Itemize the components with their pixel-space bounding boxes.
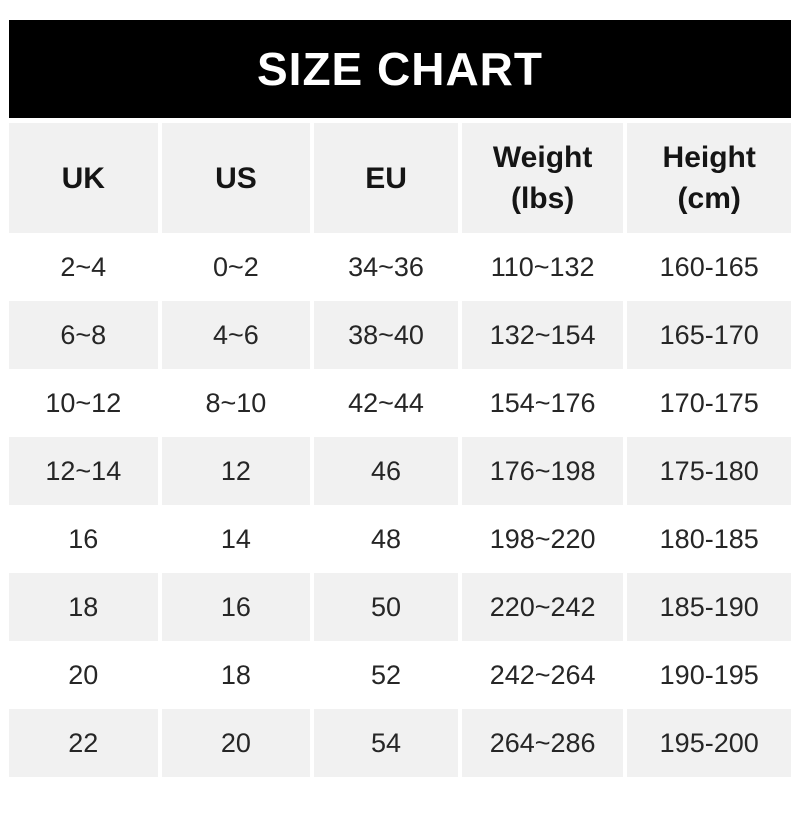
table-cell: 52 bbox=[371, 659, 402, 690]
table-cell: 176~198 bbox=[461, 437, 624, 505]
table-row: 16 14 48 198~220 180-185 bbox=[9, 505, 791, 573]
table-cell: 18 bbox=[9, 573, 158, 641]
table-cell: 198~220 bbox=[489, 523, 596, 554]
column-header-sub: (lbs) bbox=[510, 182, 575, 215]
table-cell: 242~264 bbox=[489, 659, 596, 690]
table-cell: 16 bbox=[68, 523, 99, 554]
table-cell: 42~44 bbox=[348, 387, 424, 418]
table-cell: 165-170 bbox=[627, 301, 791, 369]
table-cell: 18 bbox=[220, 659, 251, 690]
table-cell: 175-180 bbox=[627, 437, 791, 505]
column-header-label: UK bbox=[61, 161, 105, 195]
table-cell: 220~242 bbox=[461, 573, 624, 641]
table-cell: 185-190 bbox=[627, 573, 791, 641]
table-cell: 20 bbox=[68, 659, 99, 690]
size-chart-page: SIZE CHART UK US EU Weight (lbs) Height … bbox=[0, 20, 800, 777]
column-header-eu: EU bbox=[314, 123, 458, 233]
table-cell: 195-200 bbox=[627, 709, 791, 777]
table-cell: 180-185 bbox=[659, 523, 759, 554]
column-header-sub: (cm) bbox=[677, 182, 741, 215]
table-cell: 46 bbox=[314, 437, 458, 505]
table-cell: 0~2 bbox=[213, 251, 259, 282]
column-header-height: Height (cm) bbox=[627, 123, 791, 233]
column-header-uk: UK bbox=[9, 123, 158, 233]
table-cell: 50 bbox=[314, 573, 458, 641]
table-cell: 190-195 bbox=[659, 659, 759, 690]
table-row: 6~8 4~6 38~40 132~154 165-170 bbox=[9, 301, 791, 369]
table-cell: 16 bbox=[161, 573, 311, 641]
page-title: SIZE CHART bbox=[257, 43, 543, 95]
table-row: 20 18 52 242~264 190-195 bbox=[9, 641, 791, 709]
table-cell: 132~154 bbox=[461, 301, 624, 369]
table-cell: 264~286 bbox=[461, 709, 624, 777]
column-header-us: US bbox=[161, 123, 311, 233]
table-cell: 12~14 bbox=[9, 437, 158, 505]
table-row: 22 20 54 264~286 195-200 bbox=[9, 709, 791, 777]
table-row: 2~4 0~2 34~36 110~132 160-165 bbox=[9, 233, 791, 301]
table-cell: 20 bbox=[161, 709, 311, 777]
table-row: 12~14 12 46 176~198 175-180 bbox=[9, 437, 791, 505]
size-table: UK US EU Weight (lbs) Height (cm) 2~4 0~2… bbox=[9, 123, 791, 777]
table-cell: 12 bbox=[161, 437, 311, 505]
table-cell: 48 bbox=[371, 523, 402, 554]
table-cell: 14 bbox=[220, 523, 251, 554]
table-cell: 2~4 bbox=[60, 251, 107, 282]
column-header-label: Weight bbox=[492, 141, 593, 174]
column-header-label: Height bbox=[662, 141, 756, 174]
table-cell: 22 bbox=[9, 709, 158, 777]
table-row: 10~12 8~10 42~44 154~176 170-175 bbox=[9, 369, 791, 437]
table-row: 18 16 50 220~242 185-190 bbox=[9, 573, 791, 641]
table-cell: 154~176 bbox=[489, 387, 596, 418]
table-cell: 38~40 bbox=[314, 301, 458, 369]
column-header-label: EU bbox=[365, 161, 407, 195]
table-cell: 110~132 bbox=[490, 251, 595, 282]
title-banner: SIZE CHART bbox=[9, 20, 791, 118]
table-cell: 6~8 bbox=[9, 301, 158, 369]
column-header-weight: Weight (lbs) bbox=[461, 123, 624, 233]
table-cell: 34~36 bbox=[348, 251, 424, 282]
column-header-label: US bbox=[215, 161, 257, 195]
table-cell: 170-175 bbox=[659, 387, 759, 418]
table-cell: 54 bbox=[314, 709, 458, 777]
table-cell: 4~6 bbox=[161, 301, 311, 369]
table-header-row: UK US EU Weight (lbs) Height (cm) bbox=[9, 123, 791, 233]
table-cell: 8~10 bbox=[205, 387, 267, 418]
table-cell: 160-165 bbox=[659, 251, 759, 282]
table-cell: 10~12 bbox=[45, 387, 122, 418]
